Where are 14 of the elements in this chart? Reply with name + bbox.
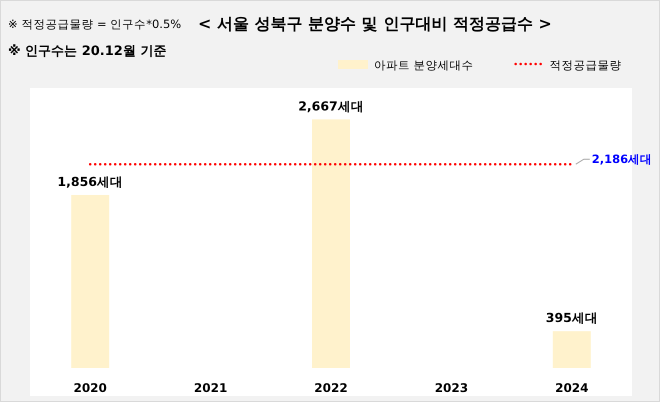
chart-title: < 서울 성북구 분양수 및 인구대비 적정공급수 >	[198, 14, 552, 33]
x-tick-label: 2022	[314, 381, 348, 395]
x-tick-label: 2020	[73, 381, 107, 395]
data-label: 2,667세대	[298, 98, 364, 114]
legend-label: 적정공급물량	[550, 58, 622, 72]
x-tick-label: 2021	[194, 381, 228, 395]
legend-label: 아파트 분양세대수	[374, 58, 474, 72]
data-label: 1,856세대	[57, 174, 123, 189]
data-label: 395세대	[546, 310, 598, 326]
text: ※ 인구수는 20.12월 기준	[8, 44, 166, 59]
text: ※ 적정공급물량 = 인구수*0.5%	[8, 17, 182, 31]
x-tick-label: 2023	[434, 381, 468, 395]
x-tick-label: 2024	[555, 381, 589, 395]
data-label: 2,186세대	[592, 152, 652, 166]
